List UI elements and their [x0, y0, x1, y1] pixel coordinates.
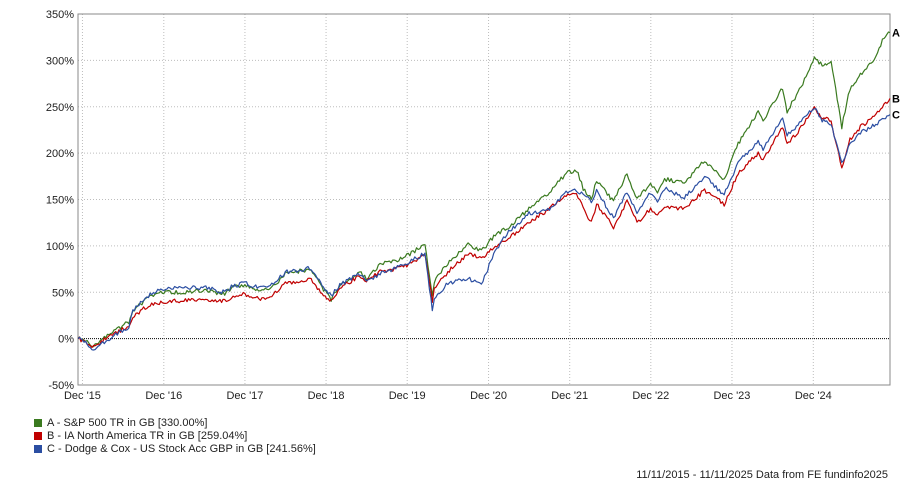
x-tick-label: Dec '24	[795, 390, 832, 400]
y-tick-label: 100%	[46, 241, 74, 253]
end-label-c: C	[892, 110, 900, 122]
y-tick-label: 300%	[46, 55, 74, 67]
x-tick-label: Dec '15	[64, 390, 101, 400]
legend-label-c: C - Dodge & Cox - US Stock Acc GBP in GB…	[47, 442, 316, 455]
legend-swatch-b	[34, 431, 42, 440]
x-tick-label: Dec '20	[470, 390, 507, 400]
legend-item-c: C - Dodge & Cox - US Stock Acc GBP in GB…	[34, 442, 316, 455]
x-tick-label: Dec '21	[551, 390, 588, 400]
y-tick-label: 250%	[46, 102, 74, 114]
y-tick-label: 150%	[46, 195, 74, 207]
y-tick-label: 350%	[46, 9, 74, 21]
legend-label-a: A - S&P 500 TR in GB [330.00%]	[47, 416, 208, 429]
legend-item-b: B - IA North America TR in GB [259.04%]	[34, 429, 316, 442]
series-line-a	[77, 31, 891, 348]
legend-swatch-c	[34, 444, 42, 453]
series-line-c	[77, 108, 891, 351]
legend-label-b: B - IA North America TR in GB [259.04%]	[47, 429, 248, 442]
legend-item-a: A - S&P 500 TR in GB [330.00%]	[34, 416, 316, 429]
legend: A - S&P 500 TR in GB [330.00%] B - IA No…	[34, 416, 316, 455]
x-tick-label: Dec '19	[389, 390, 426, 400]
end-label-a: A	[892, 28, 900, 40]
x-tick-label: Dec '17	[226, 390, 263, 400]
x-tick-label: Dec '22	[632, 390, 669, 400]
end-label-b: B	[892, 93, 900, 105]
performance-chart: -50% 0% 50% 100% 150% 200% 250% 300% 350% Dec '15…	[46, 9, 900, 400]
y-tick-label: 0%	[58, 334, 74, 346]
x-tick-label: Dec '23	[713, 390, 750, 400]
x-tick-label: Dec '18	[308, 390, 345, 400]
y-tick-label: 50%	[52, 287, 74, 299]
legend-swatch-a	[34, 418, 42, 427]
y-tick-label: -50%	[48, 380, 74, 392]
chart-canvas: -50% 0% 50% 100% 150% 200% 250% 300% 350% Dec '15…	[46, 9, 900, 400]
plot-frame	[77, 13, 891, 386]
x-tick-label: Dec '16	[145, 390, 182, 400]
y-tick-label: 200%	[46, 148, 74, 160]
date-range-footer: 11/11/2015 - 11/11/2025 Data from FE fun…	[636, 469, 888, 481]
series-line-b	[77, 98, 891, 349]
